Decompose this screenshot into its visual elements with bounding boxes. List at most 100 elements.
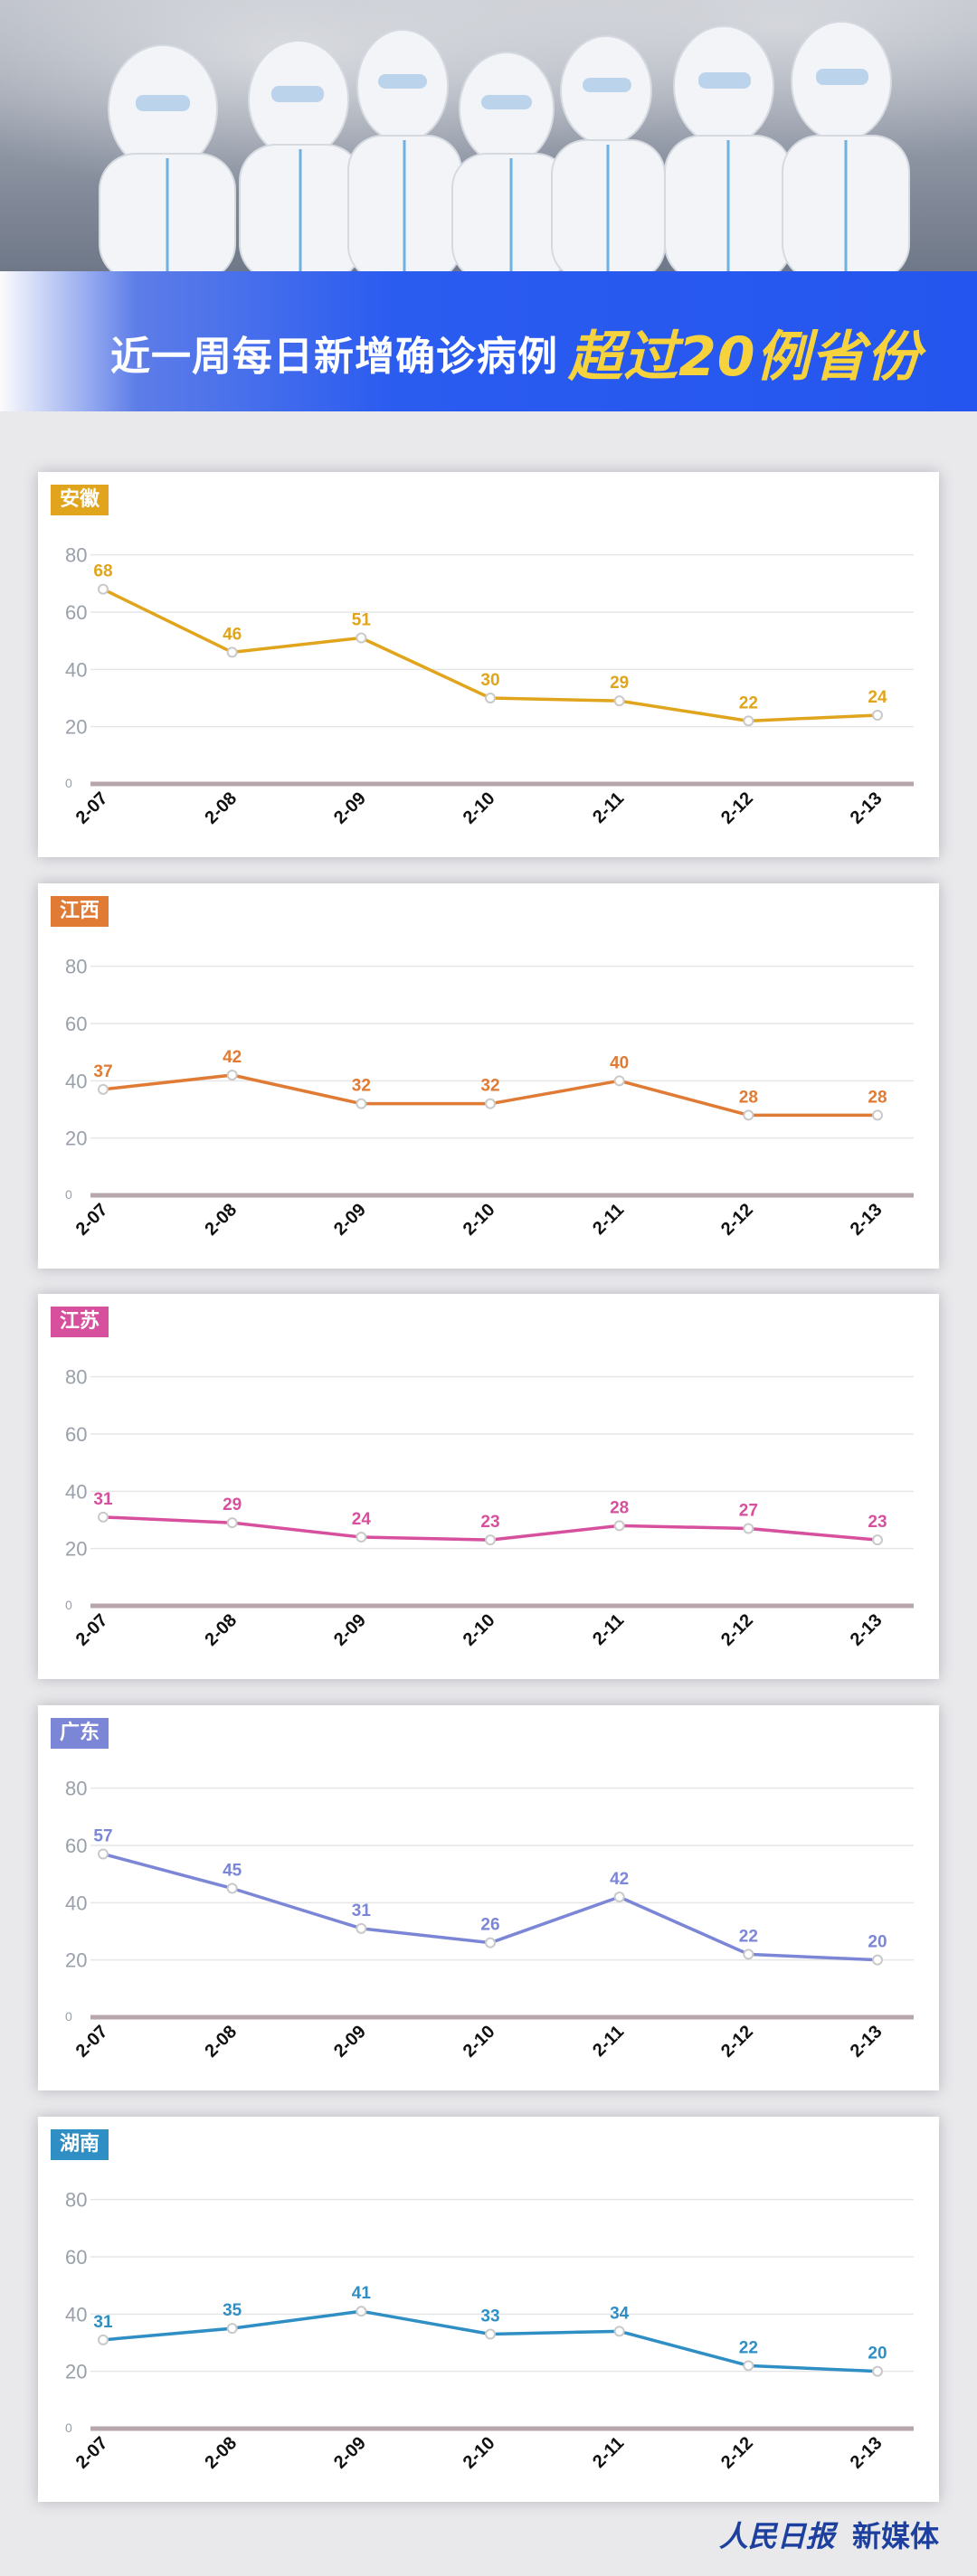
x-tick-label: 2-11 — [589, 2433, 628, 2472]
data-label: 22 — [739, 694, 758, 712]
x-tick-label: 2-11 — [589, 1200, 628, 1239]
data-point — [485, 2328, 496, 2340]
data-label: 32 — [480, 1077, 499, 1096]
chart-card-hunan: 湖南 0 20 40 60 80 31 35 41 33 34 22 20 2-07 2-08 2-09 2-… — [38, 2117, 939, 2502]
line-chart: 0 20 40 60 80 31 35 41 33 34 22 20 2-07 2-08 2-09 2-10 2… — [65, 2189, 914, 2473]
data-label: 20 — [868, 1933, 887, 1952]
data-point — [743, 1949, 754, 1960]
x-tick-label: 2-08 — [201, 1610, 241, 1650]
y-tick-label: 20 — [65, 1128, 87, 1150]
data-label: 42 — [223, 1048, 242, 1067]
x-tick-label: 2-12 — [717, 1610, 757, 1650]
y-tick-label: 0 — [65, 776, 72, 790]
y-tick-label: 80 — [65, 956, 87, 978]
data-label: 31 — [352, 1901, 372, 1920]
data-point — [872, 1534, 883, 1546]
chart-card-jiangxi: 江西 0 20 40 60 80 37 42 32 32 40 28 28 2-07 2-08 2-09 2-… — [38, 883, 939, 1269]
x-tick-label: 2-09 — [330, 1610, 370, 1650]
data-point — [613, 695, 625, 707]
brand-logo: 人民日报 — [718, 2519, 835, 2553]
data-point — [226, 2323, 238, 2335]
x-tick-label: 2-13 — [847, 2433, 887, 2473]
x-tick-label: 2-08 — [201, 2022, 241, 2062]
data-label: 40 — [610, 1053, 629, 1072]
data-label: 33 — [480, 2307, 499, 2326]
data-point — [613, 2326, 625, 2337]
data-label: 24 — [352, 1510, 372, 1529]
x-tick-label: 2-09 — [330, 2433, 370, 2473]
data-label: 41 — [352, 2284, 372, 2303]
data-label: 22 — [739, 2338, 758, 2357]
line-chart: 0 20 40 60 80 37 42 32 32 40 28 28 2-07 2-08 2-09 2-10 2… — [65, 956, 914, 1240]
data-point — [743, 715, 754, 727]
footer-brand: 人民日报 新媒体 — [719, 2514, 939, 2555]
x-tick-label: 2-11 — [589, 788, 628, 827]
x-tick-label: 2-07 — [72, 1610, 112, 1650]
y-tick-label: 40 — [65, 1480, 87, 1503]
x-tick-label: 2-13 — [847, 2022, 887, 2062]
data-label: 28 — [610, 1498, 629, 1517]
y-tick-label: 0 — [65, 2009, 72, 2024]
y-tick-label: 80 — [65, 2189, 87, 2212]
data-label: 30 — [480, 671, 499, 690]
x-tick-label: 2-08 — [201, 1200, 241, 1240]
x-tick-label: 2-12 — [717, 788, 757, 828]
data-point — [613, 1520, 625, 1532]
data-label: 35 — [223, 2301, 242, 2320]
data-point — [872, 1954, 883, 1966]
data-point — [356, 1532, 367, 1543]
line-chart: 0 20 40 60 80 57 45 31 26 42 22 20 2-07 2-08 2-09 2-10 2… — [65, 1778, 914, 2062]
data-label: 29 — [610, 674, 629, 693]
x-tick-label: 2-12 — [717, 1200, 757, 1240]
chart-title: 湖南 — [51, 2129, 109, 2160]
data-point — [356, 1922, 367, 1934]
data-label: 28 — [868, 1088, 887, 1107]
data-point — [485, 1937, 496, 1949]
data-label: 37 — [93, 1062, 112, 1081]
x-tick-label: 2-13 — [847, 1200, 887, 1240]
y-tick-label: 40 — [65, 658, 87, 681]
data-point — [613, 1075, 625, 1087]
x-tick-label: 2-10 — [460, 2433, 499, 2473]
medical-staff-illustration — [99, 21, 910, 271]
data-point — [98, 1511, 109, 1523]
data-label: 22 — [739, 1927, 758, 1946]
x-tick-label: 2-09 — [330, 1200, 370, 1240]
x-tick-label: 2-09 — [330, 2022, 370, 2062]
y-tick-label: 0 — [65, 1598, 72, 1612]
y-tick-label: 60 — [65, 1013, 87, 1035]
x-tick-label: 2-08 — [201, 2433, 241, 2473]
data-label: 29 — [223, 1496, 242, 1514]
data-point — [98, 1083, 109, 1095]
y-tick-label: 40 — [65, 1070, 87, 1092]
data-point — [98, 1848, 109, 1860]
data-point — [98, 2334, 109, 2345]
y-tick-label: 60 — [65, 1835, 87, 1857]
y-tick-label: 80 — [65, 1366, 87, 1389]
line-chart: 0 20 40 60 80 68 46 51 30 29 22 24 2-07 2-08 2-09 2-10 2… — [65, 544, 914, 828]
data-label: 24 — [868, 688, 887, 707]
x-tick-label: 2-10 — [460, 2022, 499, 2062]
y-tick-label: 60 — [65, 1423, 87, 1446]
x-tick-label: 2-11 — [589, 1610, 628, 1649]
x-tick-label: 2-12 — [717, 2433, 757, 2473]
data-label: 28 — [739, 1088, 758, 1107]
data-point — [743, 2360, 754, 2372]
data-point — [485, 693, 496, 703]
x-tick-label: 2-07 — [72, 2022, 112, 2062]
data-label: 57 — [93, 1827, 112, 1846]
data-point — [356, 1098, 367, 1109]
x-tick-label: 2-12 — [717, 2022, 757, 2062]
data-point — [872, 1109, 883, 1121]
chart-card-jiangsu: 江苏 0 20 40 60 80 31 29 24 23 28 27 23 2-07 2-08 2-09 2-… — [38, 1294, 939, 1679]
data-point — [872, 2365, 883, 2377]
y-tick-label: 20 — [65, 1538, 87, 1561]
banner-title: 近一周每日新增确诊病例 — [110, 334, 558, 380]
data-point — [226, 1517, 238, 1529]
y-tick-label: 40 — [65, 2303, 87, 2326]
data-label: 51 — [352, 611, 372, 630]
data-label: 68 — [93, 562, 112, 581]
x-tick-label: 2-11 — [589, 2022, 628, 2061]
data-point — [743, 1523, 754, 1534]
hero-photo — [0, 0, 977, 271]
